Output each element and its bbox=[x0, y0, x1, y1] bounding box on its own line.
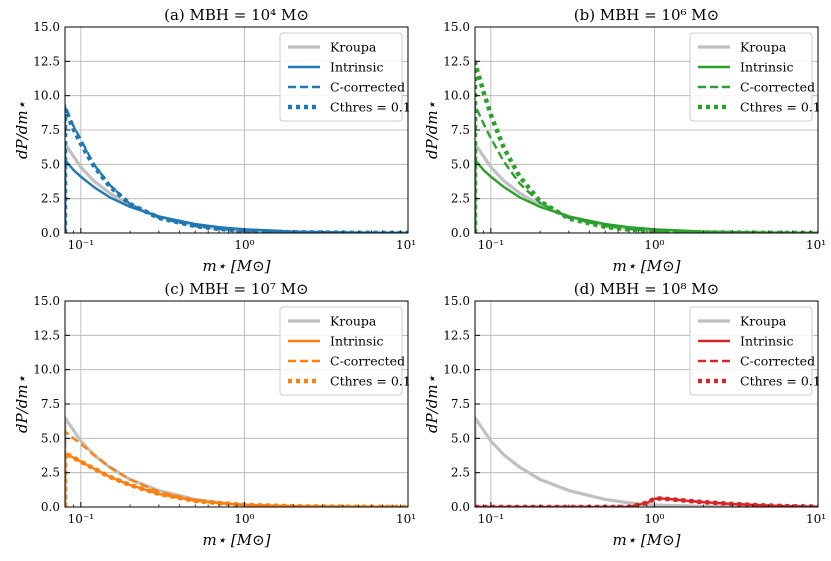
x-tick-label: 10⁰ bbox=[644, 238, 664, 252]
legend-label: C-corrected bbox=[740, 354, 815, 369]
y-tick-label: 5.0 bbox=[451, 431, 470, 445]
y-tick-label: 0.0 bbox=[41, 226, 60, 240]
c-corrected-line bbox=[65, 430, 408, 507]
kroupa-line bbox=[475, 416, 818, 507]
x-tick-label: 10⁰ bbox=[234, 512, 254, 526]
panel-title: (b) MBH = 10⁶ M⊙ bbox=[574, 6, 719, 24]
cthres-line bbox=[65, 451, 408, 507]
x-axis-label: m⋆ [M⊙] bbox=[612, 531, 680, 549]
y-tick-label: 2.5 bbox=[451, 466, 470, 480]
y-tick-label: 7.5 bbox=[41, 123, 60, 137]
y-tick-label: 10.0 bbox=[33, 363, 60, 377]
legend-label: C-corrected bbox=[330, 354, 405, 369]
y-tick-label: 7.5 bbox=[451, 397, 470, 411]
x-tick-label: 10¹ bbox=[396, 512, 416, 526]
y-tick-label: 2.5 bbox=[41, 466, 60, 480]
y-tick-label: 10.0 bbox=[33, 89, 60, 103]
legend-label: Kroupa bbox=[330, 314, 377, 329]
y-tick-label: 12.5 bbox=[33, 54, 60, 68]
c-corrected-line bbox=[475, 104, 818, 233]
legend-label: Cthres = 0.1 bbox=[330, 100, 411, 115]
legend-box bbox=[689, 32, 813, 122]
x-tick-label: 10⁻¹ bbox=[68, 238, 94, 252]
x-tick-label: 10¹ bbox=[806, 512, 826, 526]
panel-title: (a) MBH = 10⁴ M⊙ bbox=[164, 6, 309, 24]
y-tick-label: 2.5 bbox=[41, 192, 60, 206]
legend-label: Intrinsic bbox=[330, 60, 383, 75]
legend-label: Kroupa bbox=[740, 40, 787, 55]
panel-4: 10⁻¹ 10⁰ 10¹ 0.0 2.5 5.0 7.5 10.0 12.5 15.0 (d) MB… bbox=[423, 280, 826, 549]
series-group bbox=[475, 60, 818, 233]
legend-label: Cthres = 0.1 bbox=[740, 100, 821, 115]
y-tick-label: 12.5 bbox=[443, 328, 470, 342]
legend-box bbox=[279, 306, 403, 396]
x-tick-label: 10⁰ bbox=[644, 512, 664, 526]
legend: Kroupa Intrinsic C-corrected Cthres = 0.1 bbox=[689, 32, 821, 122]
legend-label: Cthres = 0.1 bbox=[330, 374, 411, 389]
legend: Kroupa Intrinsic C-corrected Cthres = 0.1 bbox=[279, 306, 411, 396]
y-tick-label: 15.0 bbox=[443, 294, 470, 308]
y-tick-label: 0.0 bbox=[451, 500, 470, 514]
legend-label: Kroupa bbox=[740, 314, 787, 329]
series-group bbox=[65, 104, 408, 233]
series-group bbox=[65, 416, 408, 507]
legend-box bbox=[279, 32, 403, 122]
x-tick-label: 10⁻¹ bbox=[478, 238, 504, 252]
y-tick-label: 2.5 bbox=[451, 192, 470, 206]
y-tick-label: 12.5 bbox=[33, 328, 60, 342]
x-tick-label: 10¹ bbox=[806, 238, 826, 252]
kroupa-line bbox=[65, 416, 408, 507]
y-axis-label: dP/dm⋆ bbox=[13, 375, 31, 433]
legend-label: C-corrected bbox=[330, 80, 405, 95]
y-tick-label: 15.0 bbox=[443, 20, 470, 34]
panel-3: 10⁻¹ 10⁰ 10¹ 0.0 2.5 5.0 7.5 10.0 12.5 15.0 (c) MB… bbox=[13, 280, 416, 549]
y-tick-label: 10.0 bbox=[443, 363, 470, 377]
x-tick-label: 10⁰ bbox=[234, 238, 254, 252]
legend-box bbox=[689, 306, 813, 396]
legend-label: Kroupa bbox=[330, 40, 377, 55]
intrinsic-line bbox=[65, 452, 408, 507]
y-tick-label: 15.0 bbox=[33, 20, 60, 34]
legend: Kroupa Intrinsic C-corrected Cthres = 0.1 bbox=[279, 32, 411, 122]
x-axis-label: m⋆ [M⊙] bbox=[202, 531, 270, 549]
x-tick-label: 10⁻¹ bbox=[68, 512, 94, 526]
x-axis-label: m⋆ [M⊙] bbox=[612, 257, 680, 275]
y-tick-label: 7.5 bbox=[41, 397, 60, 411]
kroupa-line bbox=[65, 142, 408, 233]
y-axis-label: dP/dm⋆ bbox=[13, 101, 31, 159]
cthres-line bbox=[475, 496, 818, 507]
y-axis-label: dP/dm⋆ bbox=[423, 375, 441, 433]
legend: Kroupa Intrinsic C-corrected Cthres = 0.1 bbox=[689, 306, 821, 396]
x-axis-label: m⋆ [M⊙] bbox=[202, 257, 270, 275]
y-tick-label: 15.0 bbox=[33, 294, 60, 308]
x-tick-label: 10⁻¹ bbox=[478, 512, 504, 526]
intrinsic-line bbox=[475, 159, 818, 233]
panel-1: 10⁻¹ 10⁰ 10¹ 0.0 2.5 5.0 7.5 10.0 12.5 15.0 (a) MB… bbox=[13, 6, 416, 275]
legend-label: Cthres = 0.1 bbox=[740, 374, 821, 389]
legend-label: C-corrected bbox=[740, 80, 815, 95]
legend-label: Intrinsic bbox=[740, 334, 793, 349]
y-tick-label: 0.0 bbox=[451, 226, 470, 240]
y-tick-label: 5.0 bbox=[451, 157, 470, 171]
legend-label: Intrinsic bbox=[330, 334, 383, 349]
c-corrected-line bbox=[65, 104, 408, 233]
y-tick-label: 12.5 bbox=[443, 54, 470, 68]
panel-title: (d) MBH = 10⁸ M⊙ bbox=[574, 280, 719, 298]
y-tick-label: 7.5 bbox=[451, 123, 470, 137]
series-group bbox=[475, 416, 818, 507]
panel-2: 10⁻¹ 10⁰ 10¹ 0.0 2.5 5.0 7.5 10.0 12.5 15.0 (b) MB… bbox=[423, 6, 826, 275]
cthres-line bbox=[65, 107, 408, 233]
x-tick-label: 10¹ bbox=[396, 238, 416, 252]
y-tick-label: 5.0 bbox=[41, 431, 60, 445]
panel-title: (c) MBH = 10⁷ M⊙ bbox=[164, 280, 308, 298]
y-tick-label: 0.0 bbox=[41, 500, 60, 514]
legend-label: Intrinsic bbox=[740, 60, 793, 75]
y-axis-label: dP/dm⋆ bbox=[423, 101, 441, 159]
y-tick-label: 10.0 bbox=[443, 89, 470, 103]
y-tick-label: 5.0 bbox=[41, 157, 60, 171]
